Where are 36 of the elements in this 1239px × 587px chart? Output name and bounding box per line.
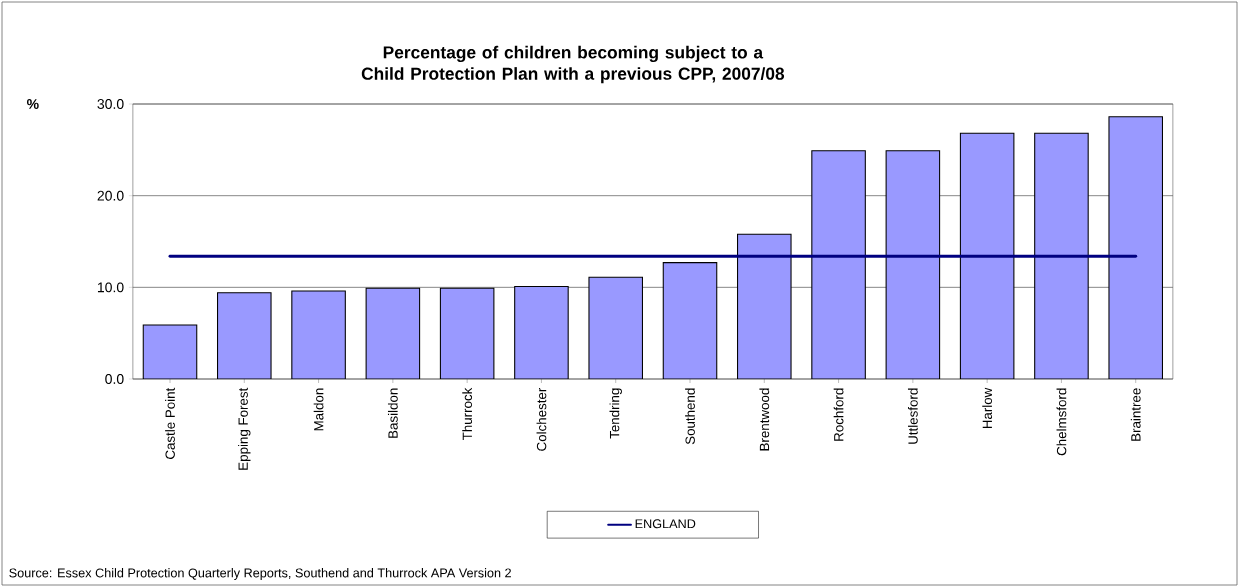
bar: [366, 288, 420, 380]
x-tick-label: Harlow: [982, 387, 993, 429]
legend-label: ENGLAND: [635, 519, 696, 529]
x-tick-label: Colchester: [536, 387, 547, 451]
y-tick-label: 20.0: [97, 190, 124, 201]
bar: [886, 150, 940, 380]
y-tick-label: 10.0: [97, 282, 124, 293]
y-axis-title: %: [26, 99, 39, 109]
x-tick-label: Southend: [685, 388, 695, 445]
x-tick-label: Brentwood: [759, 388, 770, 451]
bar: [588, 277, 643, 380]
x-tick-label: Basildon: [387, 388, 398, 438]
bar: [217, 292, 272, 380]
x-tick-label: Rochford: [833, 388, 844, 441]
bar: [291, 291, 346, 380]
bar: [514, 286, 569, 380]
x-tick-label: Epping Forest: [238, 387, 251, 470]
x-tick-label: Braintree: [1130, 388, 1141, 441]
x-tick-label: Tendring: [609, 388, 622, 439]
y-tick-label: 30.0: [97, 99, 124, 109]
bar: [440, 288, 494, 380]
x-tick-label: Maldon: [313, 388, 324, 431]
y-tick-label: 0.0: [105, 374, 124, 384]
x-tick-label: Chelmsford: [1056, 388, 1067, 456]
bar: [1034, 133, 1089, 380]
bar: [737, 234, 792, 380]
bar: [663, 262, 717, 380]
chart-title: Percentage of children becoming subject to a Child Protection Plan with a previous CPP, 2007/08: [361, 45, 785, 84]
bar: [1108, 116, 1163, 380]
source-note: Source: Essex Child Protection Quarterly Reports, Southend and Thurrock APA Version 2: [9, 568, 511, 580]
x-tick-label: Castle Point: [165, 387, 175, 459]
x-tick-label: Uttlesford: [907, 388, 918, 444]
bar: [960, 133, 1014, 380]
bar: [811, 150, 866, 380]
bar: [143, 324, 197, 380]
x-tick-label: Thurrock: [462, 387, 473, 441]
